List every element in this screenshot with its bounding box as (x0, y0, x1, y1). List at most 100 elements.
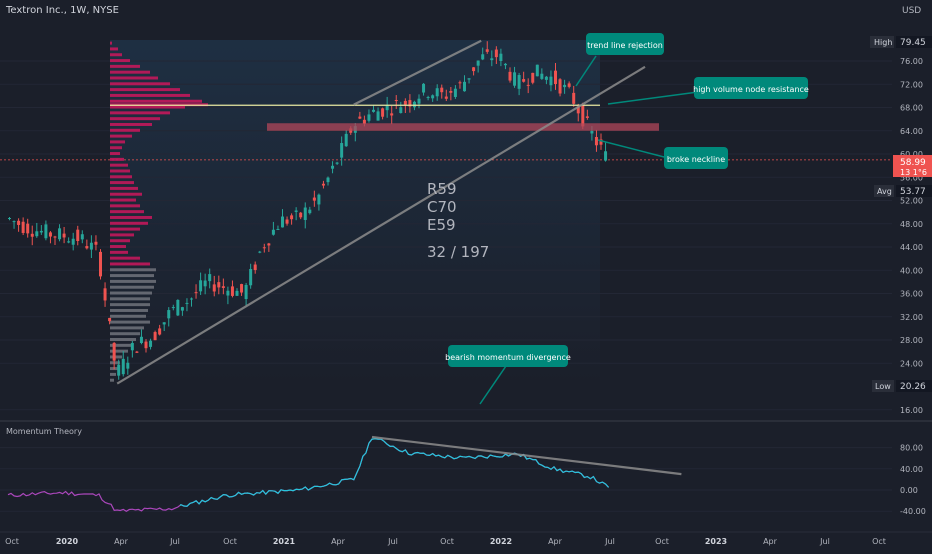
trend-lines (110, 39, 659, 385)
candle-body (267, 243, 271, 246)
indicator-title[interactable]: Momentum Theory (6, 427, 82, 436)
avg-label: Avg (877, 187, 892, 196)
candle-body (76, 229, 80, 241)
candle-body (312, 197, 316, 201)
candle-body (412, 101, 416, 108)
candle-body (408, 100, 412, 107)
candle-body (503, 63, 507, 66)
callout-high-volume-node[interactable]: high volume node resistance (607, 77, 809, 105)
candle-body (326, 177, 330, 183)
candle-body (403, 100, 407, 105)
volume-profile-bar (110, 262, 150, 266)
candle-body (453, 88, 457, 97)
volume-profile-bar (110, 355, 122, 359)
candle-body (135, 351, 139, 353)
volume-profile-bar (110, 82, 170, 86)
time-tick-label: 2020 (56, 537, 79, 546)
volume-profile-bar (110, 291, 152, 295)
candle-body (103, 288, 107, 301)
candle-body (271, 229, 275, 235)
candle-body (508, 71, 512, 81)
candle-body (108, 317, 112, 322)
last-price-value: 58.99 (900, 158, 926, 168)
candle-body (217, 282, 221, 288)
volume-profile-bar (110, 274, 154, 278)
candle-body (604, 151, 608, 161)
high-marker: High 79.45 (870, 36, 932, 48)
volume-profile-bar (110, 256, 140, 260)
price-tick-label: 60.00 (900, 150, 923, 159)
candle-body (431, 95, 435, 99)
volume-profile-bar (110, 128, 140, 132)
candle-body (253, 264, 257, 271)
volume-profile-bar (110, 163, 128, 167)
time-axis[interactable]: Oct 2020 Apr Jul Oct 2021 Apr Jul Oct 2022 Apr Jul O… (0, 531, 932, 546)
volume-profile-bar (110, 186, 138, 190)
volume-profile-bar (110, 227, 140, 231)
volume-profile-bar (110, 99, 202, 103)
time-tick-label: Apr (114, 537, 129, 546)
candle-body (130, 343, 134, 351)
candle-body (226, 290, 230, 296)
candle-body (203, 280, 207, 287)
candle-body (89, 242, 93, 250)
momentum-pane: 80.00 40.00 0.00 -40.00 (0, 435, 926, 516)
candle-body (376, 111, 380, 121)
volume-profile-bar (110, 175, 132, 179)
callout-broke-neckline-text: broke neckline (667, 155, 725, 164)
price-axis[interactable]: 76.00 72.00 68.00 64.00 60.00 56.00 52.00 48.00… (900, 57, 923, 415)
volume-profile-bar (110, 349, 128, 353)
candle-body (594, 136, 598, 146)
candle-body (340, 143, 344, 158)
candle-body (458, 82, 462, 84)
volume-profile-bar (110, 181, 134, 185)
candle-body (235, 290, 239, 296)
callout-broke-neckline[interactable]: broke neckline (597, 139, 728, 169)
candle-body (281, 216, 284, 228)
momentum-tick-label: 80.00 (900, 444, 923, 453)
callout-bearish-divergence[interactable]: bearish momentum divergence (445, 345, 571, 405)
candle-body (367, 114, 371, 121)
volume-profile-bar (110, 111, 170, 115)
candle-body (85, 246, 89, 249)
callout-trend-line-rejection[interactable]: trend line rejection (575, 33, 664, 87)
volume-profile-bar (110, 122, 152, 126)
candle-body (199, 280, 203, 292)
candle-body (190, 298, 193, 300)
time-tick-label: Jul (387, 537, 398, 546)
volume-profile-bar (110, 250, 128, 254)
candle-body (435, 88, 439, 97)
volume-profile-bar (110, 88, 180, 92)
volume-profile-bar (110, 297, 150, 301)
candle-body (162, 322, 166, 325)
volume-profile-bar (110, 279, 156, 283)
candle-body (567, 83, 571, 87)
candle-body (372, 109, 375, 112)
candle-body (576, 106, 580, 114)
candle-body (117, 364, 121, 376)
volume-profile-bar (110, 47, 118, 51)
volume-profile-bar (110, 326, 144, 330)
time-tick-label: Oct (872, 537, 886, 546)
candle-body (230, 286, 234, 296)
avg-value: 53.77 (900, 187, 926, 197)
divergence-line (371, 435, 682, 476)
candle-body (258, 251, 262, 253)
candle-body (208, 274, 212, 282)
candle-body (526, 84, 530, 86)
candle-body (531, 72, 535, 83)
low-label: Low (875, 382, 891, 391)
candle-body (554, 70, 557, 85)
trendline-1 (116, 65, 646, 385)
candle-body (399, 107, 403, 114)
callout-high-volume-node-text: high volume node resistance (693, 85, 809, 94)
price-tick-label: 56.00 (900, 173, 923, 182)
time-tick-label: 2023 (705, 537, 727, 546)
candle-body (171, 307, 175, 309)
volume-profile-bar (110, 169, 130, 173)
candle-body (499, 53, 503, 61)
symbol-title[interactable]: Textron Inc., 1W, NYSE (5, 5, 119, 16)
price-tick-label: 16.00 (900, 406, 923, 415)
range-highlight (110, 40, 600, 385)
volume-profile-bar (110, 157, 124, 161)
